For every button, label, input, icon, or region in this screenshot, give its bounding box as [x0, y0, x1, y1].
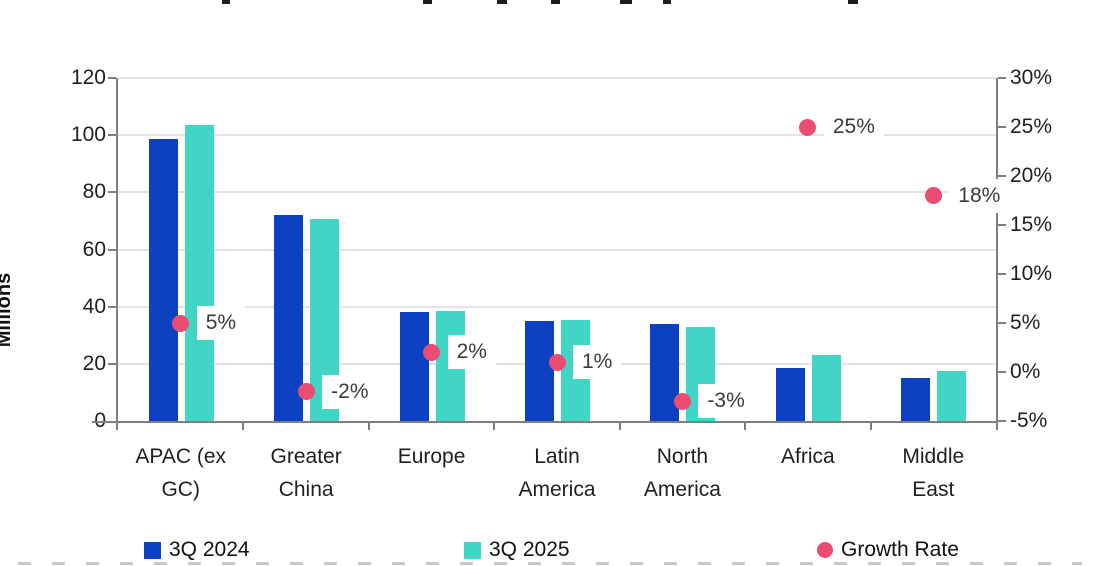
- category-label: Europe: [397, 445, 466, 468]
- category-label: APAC (ex GC): [135, 445, 227, 501]
- gridline: [118, 191, 996, 194]
- right-axis-tick-label: 25%: [1010, 115, 1053, 138]
- category-label: Latin America: [518, 445, 596, 501]
- right-axis-tick-label: 10%: [1010, 262, 1053, 285]
- x-axis-tick: [744, 423, 747, 430]
- clipped-title-fragment: [222, 0, 230, 4]
- growth-rate-dot: [799, 118, 817, 136]
- x-axis-line: [92, 421, 998, 423]
- legend-square-marker: [464, 541, 481, 559]
- clipped-title-fragment: [663, 0, 671, 4]
- right-axis-tick: [998, 371, 1006, 373]
- category-label: Middle East: [902, 445, 965, 501]
- right-axis-tick: [998, 322, 1006, 324]
- right-axis-tick: [998, 175, 1006, 177]
- legend-item-growth-rate: Growth Rate: [817, 536, 959, 564]
- right-axis-tick-label: 15%: [1010, 213, 1053, 236]
- clipped-title-fragment: [423, 0, 432, 4]
- clipped-title-fragment: [620, 0, 632, 4]
- left-axis-line: [116, 78, 118, 430]
- left-axis-tick-label: 40: [82, 294, 106, 318]
- left-axis-tick: [108, 134, 116, 137]
- left-axis-tick: [108, 77, 116, 79]
- legend-label: Growth Rate: [841, 538, 959, 561]
- bar-3q-2025: [811, 355, 841, 421]
- growth-rate-dot: [673, 392, 691, 410]
- right-axis-tick-label: 5%: [1010, 311, 1041, 334]
- category-label: Greater China: [270, 445, 342, 501]
- clipped-title-fragment: [848, 0, 858, 4]
- growth-rate-label: -3%: [698, 384, 754, 419]
- growth-rate-label: 25%: [823, 110, 884, 144]
- right-axis-line: [996, 78, 998, 430]
- left-axis-tick: [108, 305, 116, 308]
- growth-rate-dot: [548, 353, 566, 371]
- growth-rate-label: 2%: [447, 335, 496, 370]
- growth-rate-dot: [924, 187, 942, 205]
- bar-3q-2025: [184, 125, 214, 421]
- bar-3q-2024: [775, 368, 805, 421]
- gridline: [118, 134, 996, 137]
- growth-rate-label: 18%: [949, 178, 1010, 213]
- x-axis-tick: [367, 423, 370, 430]
- category-label: North America: [643, 445, 721, 501]
- growth-rate-dot: [423, 343, 441, 361]
- left-axis-tick-label: 0: [40, 408, 106, 434]
- right-axis-tick-label: 20%: [1010, 164, 1053, 187]
- category-label: Africa: [781, 445, 835, 468]
- bar-3q-2024: [901, 378, 931, 421]
- x-axis-tick: [493, 423, 496, 430]
- growth-rate-label: 1%: [573, 345, 622, 380]
- growth-rate-label: -2%: [322, 374, 378, 409]
- left-axis-tick-label: 120: [70, 66, 106, 89]
- legend-circle-marker: [817, 542, 833, 558]
- bar-3q-2024: [399, 312, 429, 421]
- right-axis-tick: [998, 77, 1006, 79]
- bar-3q-2024: [148, 139, 178, 421]
- clipped-caption-fragments: [18, 562, 1082, 565]
- growth-rate-label: 5%: [196, 306, 246, 340]
- legend-item-3q-2025: 3Q 2025: [464, 536, 570, 564]
- legend-square-marker: [144, 541, 161, 559]
- x-axis-tick: [618, 423, 621, 430]
- left-axis-tick-label: 60: [82, 237, 106, 261]
- bar-3q-2025: [937, 370, 967, 421]
- gridline: [118, 305, 996, 308]
- left-axis-tick: [108, 362, 116, 365]
- right-axis-tick-label: 30%: [1010, 66, 1053, 89]
- left-axis-tick-label: 80: [82, 180, 106, 204]
- left-axis-tick-label: 20: [82, 351, 106, 375]
- left-axis-tick: [108, 248, 116, 251]
- bar-3q-2024: [525, 320, 554, 421]
- growth-rate-dot: [172, 314, 190, 332]
- growth-rate-dot: [297, 383, 315, 401]
- x-axis-tick: [869, 423, 872, 430]
- right-axis-tick-label: 0%: [1010, 360, 1041, 383]
- right-axis-tick-label: -5%: [1010, 409, 1048, 432]
- clipped-title-fragment: [551, 0, 560, 4]
- right-axis-tick: [998, 224, 1006, 226]
- right-axis-tick: [998, 273, 1006, 275]
- legend-label: 3Q 2025: [489, 538, 570, 561]
- left-axis-tick-label: 100: [70, 123, 106, 147]
- legend-item-3q-2024: 3Q 2024: [144, 536, 250, 564]
- gridline: [118, 77, 996, 79]
- right-axis-tick: [998, 420, 1006, 422]
- x-axis-tick: [242, 423, 245, 430]
- legend-label: 3Q 2024: [169, 538, 250, 561]
- clipped-title-fragment: [497, 0, 507, 4]
- right-axis-tick: [998, 126, 1006, 128]
- left-axis-tick: [108, 191, 116, 194]
- gridline: [118, 248, 996, 251]
